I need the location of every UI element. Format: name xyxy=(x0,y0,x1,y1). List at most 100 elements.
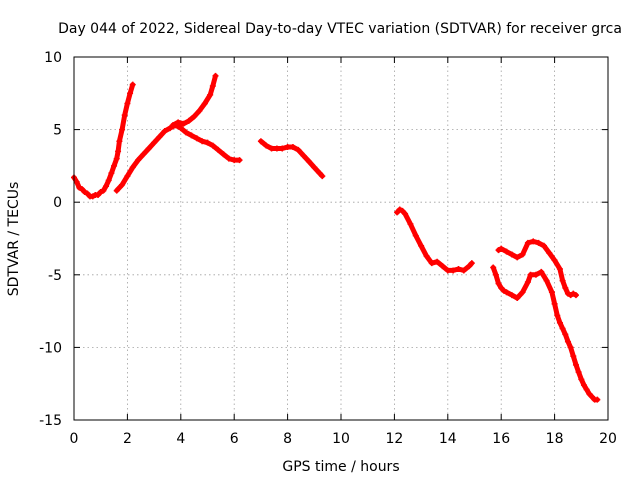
data-point xyxy=(209,142,216,149)
data-point xyxy=(119,126,126,133)
x-axis-label: GPS time / hours xyxy=(282,459,399,475)
chart-title: Day 044 of 2022, Sidereal Day-to-day VTE… xyxy=(58,21,622,37)
data-point xyxy=(204,139,211,146)
data-point xyxy=(273,145,280,152)
data-point xyxy=(450,267,457,274)
data-point xyxy=(423,252,430,259)
data-point xyxy=(439,263,446,270)
data-point xyxy=(209,83,216,90)
data-point xyxy=(570,353,577,360)
data-point xyxy=(572,361,579,368)
data-point xyxy=(495,280,502,287)
data-point xyxy=(498,245,505,252)
x-tick-label: 16 xyxy=(492,431,510,447)
data-point xyxy=(583,386,590,393)
data-point xyxy=(407,220,414,227)
grid-layer xyxy=(74,57,608,420)
data-point xyxy=(540,242,547,249)
data-point xyxy=(103,183,110,190)
data-point xyxy=(193,135,200,142)
data-point xyxy=(538,268,545,275)
y-axis-label: SDTVAR / TECUs xyxy=(6,182,22,297)
data-point xyxy=(135,157,142,164)
x-tick-label: 0 xyxy=(70,431,79,447)
data-point xyxy=(305,158,312,165)
data-point xyxy=(530,238,537,245)
data-point xyxy=(559,277,566,284)
x-tick-label: 10 xyxy=(332,431,350,447)
data-point xyxy=(543,277,550,284)
data-point xyxy=(535,239,542,246)
data-point xyxy=(562,331,569,338)
data-point xyxy=(562,284,569,291)
data-point xyxy=(551,300,558,307)
data-point xyxy=(129,81,136,88)
data-point xyxy=(503,248,510,255)
data-point xyxy=(311,164,318,171)
data-point xyxy=(418,242,425,249)
data-point xyxy=(319,173,326,180)
data-point xyxy=(268,145,275,152)
data-point xyxy=(183,129,190,136)
data-point xyxy=(115,148,122,155)
series-line-arc-7 xyxy=(496,238,579,298)
x-tick-label: 12 xyxy=(385,431,403,447)
data-point xyxy=(129,164,136,171)
data-point xyxy=(548,289,555,296)
x-tick-label: 18 xyxy=(546,431,564,447)
y-tick-label: -10 xyxy=(39,340,62,356)
data-point xyxy=(196,107,203,114)
data-point xyxy=(524,279,531,286)
data-point xyxy=(121,112,128,119)
x-tick-label: 4 xyxy=(176,431,185,447)
data-point xyxy=(207,91,214,98)
data-point xyxy=(199,138,206,145)
data-point xyxy=(73,178,80,185)
y-tick-label: 10 xyxy=(44,50,62,66)
data-point xyxy=(556,319,563,326)
data-point xyxy=(201,100,208,107)
data-point xyxy=(490,264,497,271)
data-layer xyxy=(71,72,601,403)
x-tick-label: 20 xyxy=(599,431,617,447)
data-point xyxy=(257,138,264,145)
x-tick-label: 2 xyxy=(123,431,132,447)
data-point xyxy=(185,117,192,124)
data-point xyxy=(124,173,131,180)
data-point xyxy=(236,157,243,164)
data-point xyxy=(580,382,587,389)
data-point xyxy=(212,72,219,79)
data-point xyxy=(140,151,147,158)
data-point xyxy=(508,292,515,299)
data-point xyxy=(300,152,307,159)
data-point xyxy=(295,146,302,153)
data-point xyxy=(402,210,409,217)
data-point xyxy=(455,265,462,272)
data-point xyxy=(578,376,585,383)
x-tick-label: 8 xyxy=(283,431,292,447)
data-point xyxy=(532,271,539,278)
data-point xyxy=(169,122,176,129)
data-point xyxy=(434,258,441,265)
data-point xyxy=(514,295,521,302)
data-point xyxy=(567,344,574,351)
y-tick-label: -5 xyxy=(48,268,62,284)
tick-layer: 0 2 4 6 8 10 12 14 16 18 20 -15 -10 -5 0 5 10 xyxy=(39,50,617,447)
x-tick-label: 14 xyxy=(439,431,457,447)
data-point xyxy=(225,155,232,162)
y-tick-label: 0 xyxy=(53,195,62,211)
data-point xyxy=(279,145,286,152)
data-point xyxy=(564,338,571,345)
data-point xyxy=(113,155,120,162)
data-point xyxy=(554,312,561,319)
data-point xyxy=(468,260,475,267)
data-point xyxy=(514,254,521,261)
data-point xyxy=(116,138,123,145)
data-point xyxy=(156,133,163,140)
data-point xyxy=(519,251,526,258)
series-line-arc-2 xyxy=(114,122,242,194)
data-point xyxy=(263,142,270,149)
data-point xyxy=(231,157,238,164)
data-point xyxy=(180,120,187,127)
